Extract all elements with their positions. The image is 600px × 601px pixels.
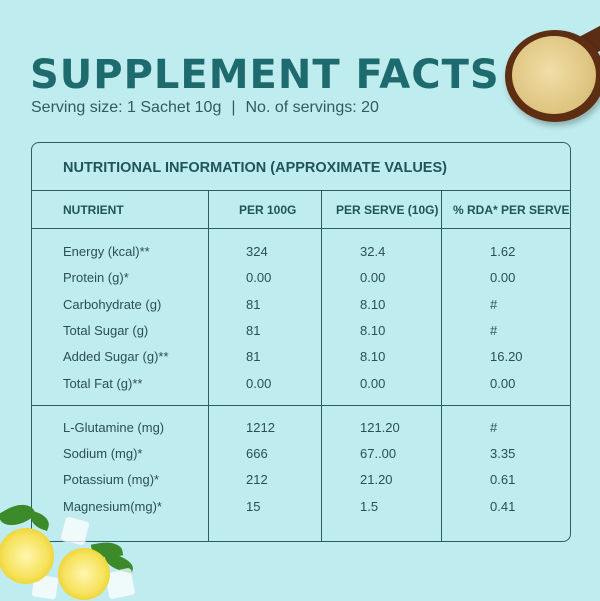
per-100g-value: 81: [246, 323, 261, 338]
per-serve-value: 0.00: [360, 270, 386, 285]
per-serve-value: 8.10: [360, 297, 386, 312]
lemon-slice: [58, 548, 110, 600]
lemon-slice: [0, 528, 54, 584]
nutrient-name: Protein (g)*: [63, 270, 129, 285]
table-row: L-Glutamine (mg) 1212 121.20 #: [0, 420, 600, 440]
servings-count: No. of servings: 20: [245, 99, 379, 116]
nutrient-name: Energy (kcal)**: [63, 244, 150, 259]
per-serve-value: 1.5: [360, 499, 379, 514]
per-serve-value: 0.00: [360, 376, 386, 391]
per-serve-value: 32.4: [360, 244, 386, 259]
rda-value: 1.62: [490, 244, 516, 259]
rda-value: 0.41: [490, 499, 516, 514]
caption-divider: [31, 190, 571, 191]
per-100g-value: 666: [246, 446, 268, 461]
nutrient-name: Potassium (mg)*: [63, 472, 160, 487]
table-row: Total Fat (g)** 0.00 0.00 0.00: [0, 376, 600, 396]
table-row: Magnesium(mg)* 15 1.5 0.41: [0, 499, 600, 519]
nutrient-name: L-Glutamine (mg): [63, 420, 165, 435]
per-100g-value: 15: [246, 499, 261, 514]
header-per-100g: PER 100G: [239, 203, 297, 217]
table-row: Energy (kcal)** 324 32.4 1.62: [0, 244, 600, 264]
per-serve-value: 67..00: [360, 446, 397, 461]
page-title: SUPPLEMENT FACTS: [30, 52, 500, 98]
per-serve-value: 8.10: [360, 323, 386, 338]
column-divider: [208, 190, 209, 541]
table-caption: NUTRITIONAL INFORMATION (APPROXIMATE VAL…: [63, 160, 447, 176]
rda-value: 16.20: [490, 349, 523, 364]
nutrient-name: Sodium (mg)*: [63, 446, 143, 461]
column-divider: [321, 190, 322, 541]
nutrient-name: Total Sugar (g): [63, 323, 149, 338]
nutrient-name: Carbohydrate (g): [63, 297, 162, 312]
table-row: Protein (g)* 0.00 0.00 0.00: [0, 270, 600, 290]
nutrient-name: Added Sugar (g)**: [63, 349, 169, 364]
powder: [512, 36, 596, 114]
table-row: Carbohydrate (g) 81 8.10 #: [0, 297, 600, 317]
table-row: Potassium (mg)* 212 21.20 0.61: [0, 472, 600, 492]
nutrient-name: Total Fat (g)**: [63, 376, 143, 391]
rda-value: 0.00: [490, 270, 516, 285]
group-divider: [31, 405, 571, 406]
rda-value: #: [490, 420, 498, 435]
serving-info: Serving size: 1 Sachet 10g | No. of servin…: [31, 99, 379, 117]
per-serve-value: 8.10: [360, 349, 386, 364]
nutrition-table: [31, 142, 571, 542]
table-row: Sodium (mg)* 666 67..00 3.35: [0, 446, 600, 466]
header-rda: % RDA* PER SERVE: [453, 203, 570, 217]
rda-value: #: [490, 297, 498, 312]
header-per-serve: PER SERVE (10G): [336, 203, 439, 217]
per-serve-value: 21.20: [360, 472, 393, 487]
header-divider: [31, 228, 571, 229]
header-nutrient: NUTRIENT: [63, 203, 124, 217]
per-100g-value: 0.00: [246, 270, 272, 285]
nutrient-name: Magnesium(mg)*: [63, 499, 162, 514]
per-100g-value: 212: [246, 472, 268, 487]
per-100g-value: 0.00: [246, 376, 272, 391]
ice-cube-icon: [59, 515, 91, 547]
rda-value: #: [490, 323, 498, 338]
serving-size: Serving size: 1 Sachet 10g: [31, 99, 222, 116]
column-divider: [441, 190, 442, 541]
rda-value: 3.35: [490, 446, 516, 461]
per-100g-value: 81: [246, 349, 261, 364]
per-serve-value: 121.20: [360, 420, 400, 435]
table-row: Added Sugar (g)** 81 8.10 16.20: [0, 349, 600, 369]
table-row: Total Sugar (g) 81 8.10 #: [0, 323, 600, 343]
per-100g-value: 324: [246, 244, 268, 259]
serving-separator: |: [231, 99, 236, 116]
per-100g-value: 81: [246, 297, 261, 312]
per-100g-value: 1212: [246, 420, 275, 435]
rda-value: 0.00: [490, 376, 516, 391]
rda-value: 0.61: [490, 472, 516, 487]
